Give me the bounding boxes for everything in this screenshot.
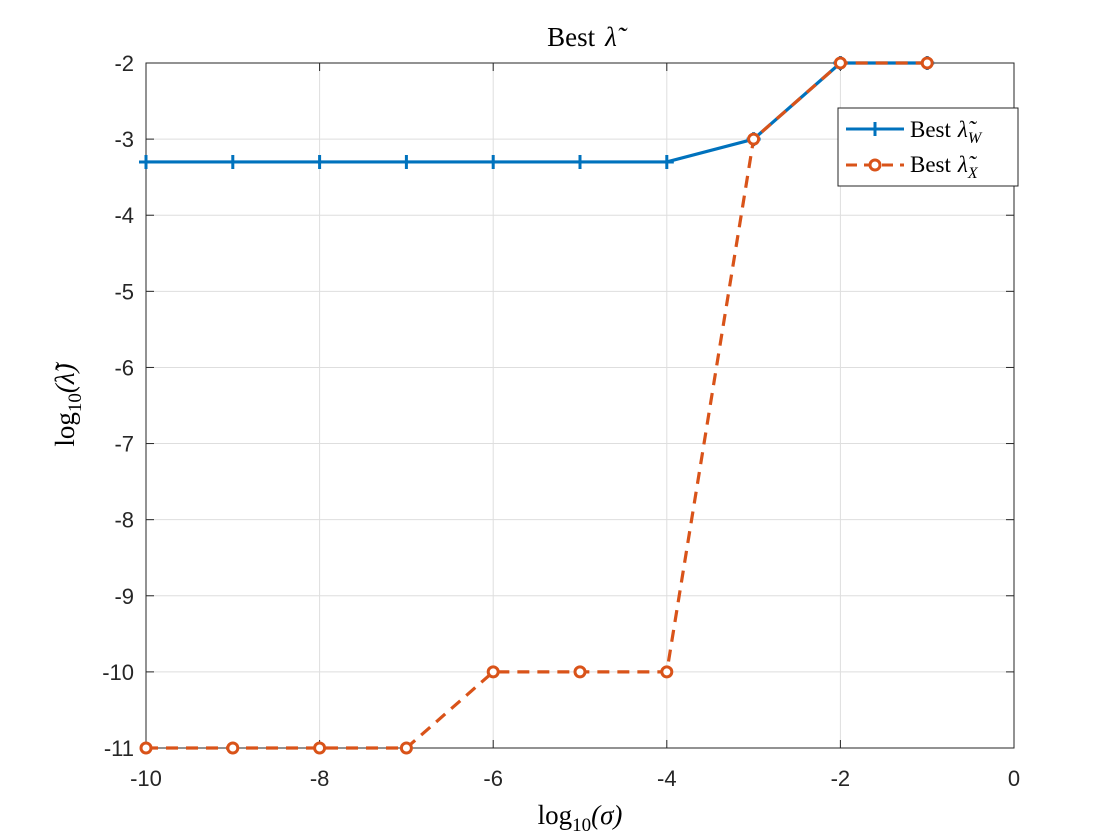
y-tick-label: -6 (114, 355, 134, 380)
x-tick-label: -2 (831, 766, 851, 791)
y-tick-label: -4 (114, 203, 134, 228)
y-tick-label: -7 (114, 432, 134, 457)
legend-item-w: Best λ̃W (846, 117, 983, 147)
legend: Best λ̃W Best λ̃X (837, 107, 1019, 187)
series-point-0 (659, 154, 674, 169)
y-tick-label: -2 (114, 51, 134, 76)
x-tick-label: 0 (1008, 766, 1020, 791)
series-point-0 (399, 154, 414, 169)
series-layer (139, 56, 935, 755)
y-tick-label: -11 (104, 736, 134, 761)
series-point-1 (833, 56, 847, 70)
series-line-0 (146, 61, 928, 164)
series-point-0 (573, 154, 587, 169)
series-point-1 (399, 741, 413, 755)
y-tick-label: -3 (114, 127, 134, 152)
x-axis-label: log10(σ) (538, 800, 623, 836)
x-tick-label: -4 (657, 766, 677, 791)
series-point-1 (660, 665, 674, 679)
legend-box (837, 107, 1019, 187)
y-tick-label: -10 (102, 660, 134, 685)
legend-marker-w (868, 122, 882, 136)
series-point-1 (573, 665, 587, 679)
x-tick-label: -8 (310, 766, 330, 791)
series-point-0 (312, 154, 327, 169)
series-point-1 (226, 741, 240, 755)
y-tick-label: -8 (114, 508, 134, 533)
axes-box (145, 62, 1015, 749)
series-line-1 (146, 61, 928, 750)
chart-title: Best λ̃ (547, 22, 628, 52)
legend-marker-x (868, 158, 882, 172)
series-0 (139, 56, 935, 169)
series-point-1 (486, 665, 500, 679)
x-tick-label: -10 (130, 766, 162, 791)
series-point-0 (486, 154, 501, 169)
series-point-0 (139, 154, 153, 169)
series-point-0 (225, 154, 240, 169)
y-tick-label: -5 (114, 279, 134, 304)
series-point-1 (747, 132, 761, 146)
legend-label-w: Best λ̃W (910, 117, 983, 147)
series-point-1 (920, 56, 934, 70)
x-tick-label: -6 (483, 766, 503, 791)
series-point-1 (139, 741, 153, 755)
series-1 (139, 56, 934, 755)
series-point-1 (313, 741, 327, 755)
y-tick-label: -9 (114, 584, 134, 609)
y-axis-label: log10(λ̃) (50, 361, 86, 446)
